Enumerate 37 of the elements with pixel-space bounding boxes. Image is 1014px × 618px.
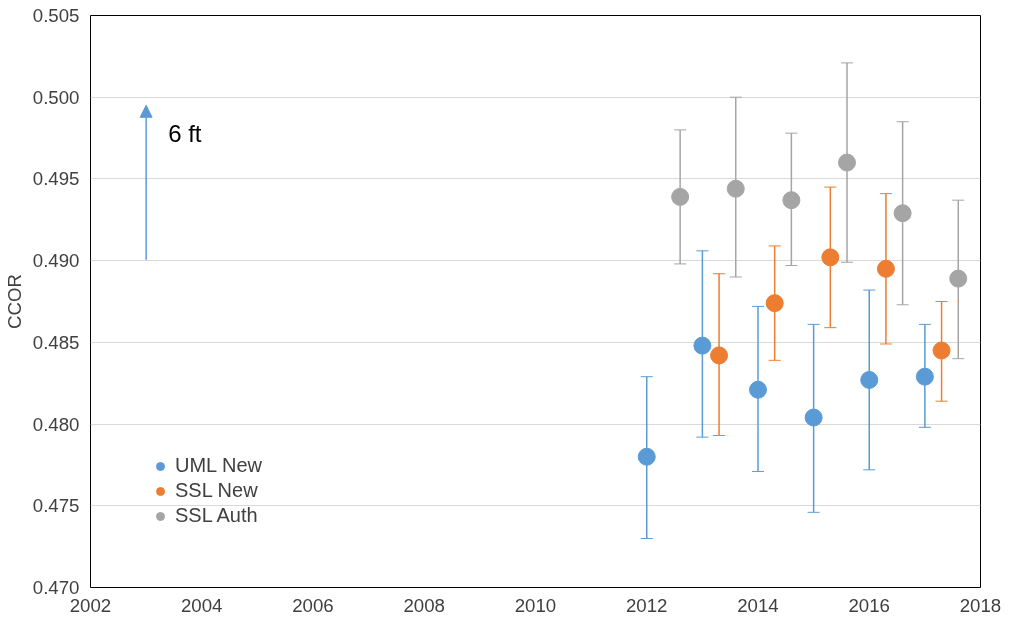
point xyxy=(726,179,745,198)
y-tick-label: 0.495 xyxy=(32,168,80,190)
y-tick-label: 0.490 xyxy=(32,250,80,272)
point xyxy=(710,346,729,365)
point xyxy=(671,187,690,206)
y-tick-label: 0.505 xyxy=(32,5,80,26)
y-tick-label: 0.500 xyxy=(32,86,80,108)
x-tick-label: 2012 xyxy=(626,594,668,616)
x-tick-label: 2010 xyxy=(514,594,557,616)
point xyxy=(637,447,656,466)
point xyxy=(804,408,823,427)
point xyxy=(949,269,968,288)
legend-label: SSL Auth xyxy=(175,504,258,527)
x-tick-label: 2018 xyxy=(959,594,1002,616)
y-tick-label: 0.480 xyxy=(32,413,80,435)
point xyxy=(821,248,840,267)
point xyxy=(893,204,912,223)
x-tick-label: 2008 xyxy=(403,594,446,616)
annotation: 6 ft xyxy=(168,120,202,148)
point xyxy=(932,341,951,360)
point xyxy=(782,191,801,210)
y-axis-title: CCOR xyxy=(3,274,25,329)
y-tick-label: 0.475 xyxy=(32,495,80,517)
legend-label: UML New xyxy=(175,454,263,477)
point xyxy=(749,380,767,399)
point xyxy=(693,336,712,355)
x-tick-label: 2016 xyxy=(848,594,891,616)
x-tick-label: 2006 xyxy=(292,594,334,616)
point xyxy=(860,370,879,389)
y-tick-label: 0.485 xyxy=(32,331,80,353)
point xyxy=(915,367,934,386)
x-tick-label: 2014 xyxy=(737,594,779,616)
point xyxy=(765,294,784,313)
point xyxy=(838,153,856,172)
x-tick-label: 2004 xyxy=(181,594,223,616)
legend-label: SSL New xyxy=(175,479,258,502)
point xyxy=(876,259,895,278)
